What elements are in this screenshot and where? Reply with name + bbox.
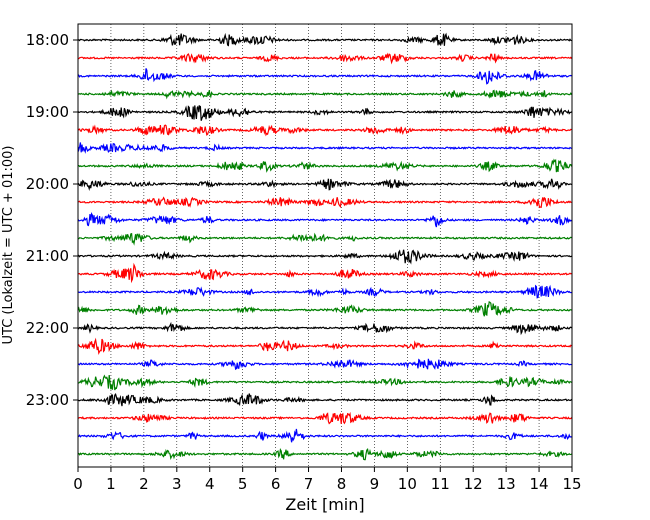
seismic-trace (77, 337, 572, 356)
seismic-trace (77, 321, 572, 336)
x-tick-label: 4 (205, 475, 215, 493)
y-tick-label: 21:00 (26, 247, 69, 265)
seismic-trace (77, 428, 572, 443)
seismic-trace (77, 212, 572, 228)
seismic-trace (77, 232, 572, 246)
x-axis-ticks: 0 1 2 3 4 5 6 7 8 9 10 11 12 13 14 15 (73, 467, 582, 493)
x-tick-label: 14 (530, 475, 549, 493)
seismic-trace (77, 124, 572, 137)
seismic-trace (77, 142, 572, 154)
x-tick-label: 12 (464, 475, 483, 493)
x-tick-label: 0 (73, 475, 83, 493)
trace-group (77, 32, 573, 461)
x-tick-label: 1 (106, 475, 116, 493)
seismic-trace (77, 158, 573, 173)
y-axis-title: UTC (Lokalzeit = UTC + 01:00) (1, 146, 16, 345)
x-tick-label: 5 (238, 475, 248, 493)
plot-frame (77, 23, 573, 468)
seismic-trace (77, 448, 572, 461)
x-tick-label: 6 (271, 475, 281, 493)
x-tick-label: 2 (139, 475, 149, 493)
seismic-trace (77, 52, 573, 65)
x-tick-label: 8 (337, 475, 347, 493)
y-axis-ticks: 18:00 19:00 20:00 21:00 22:00 23:00 (26, 31, 78, 409)
x-tick-label: 15 (562, 475, 581, 493)
x-tick-label: 3 (172, 475, 182, 493)
seismic-trace (77, 284, 572, 299)
seismic-trace (77, 411, 573, 425)
x-tick-label: 7 (304, 475, 314, 493)
y-tick-label: 23:00 (26, 391, 69, 409)
y-tick-label: 22:00 (26, 319, 69, 337)
seismic-trace (77, 196, 572, 209)
seismic-trace (77, 104, 573, 121)
seismic-trace (77, 249, 572, 265)
x-tick-label: 11 (431, 475, 450, 493)
y-tick-label: 20:00 (26, 175, 69, 193)
seismic-trace (77, 358, 572, 371)
x-axis-title: Zeit [min] (285, 495, 364, 514)
y-tick-label: 18:00 (26, 31, 69, 49)
x-tick-label: 13 (497, 475, 516, 493)
seismic-trace (77, 178, 572, 192)
seismic-trace (77, 68, 572, 85)
seismic-trace (77, 262, 572, 284)
seismic-trace (77, 300, 572, 317)
x-tick-label: 10 (398, 475, 417, 493)
x-tick-label: 9 (370, 475, 380, 493)
seismic-trace (77, 374, 572, 391)
seismic-trace (77, 89, 573, 100)
seismic-trace (77, 392, 573, 407)
grid-lines (110, 24, 540, 467)
y-tick-label: 19:00 (26, 103, 69, 121)
seismic-trace (77, 32, 572, 47)
